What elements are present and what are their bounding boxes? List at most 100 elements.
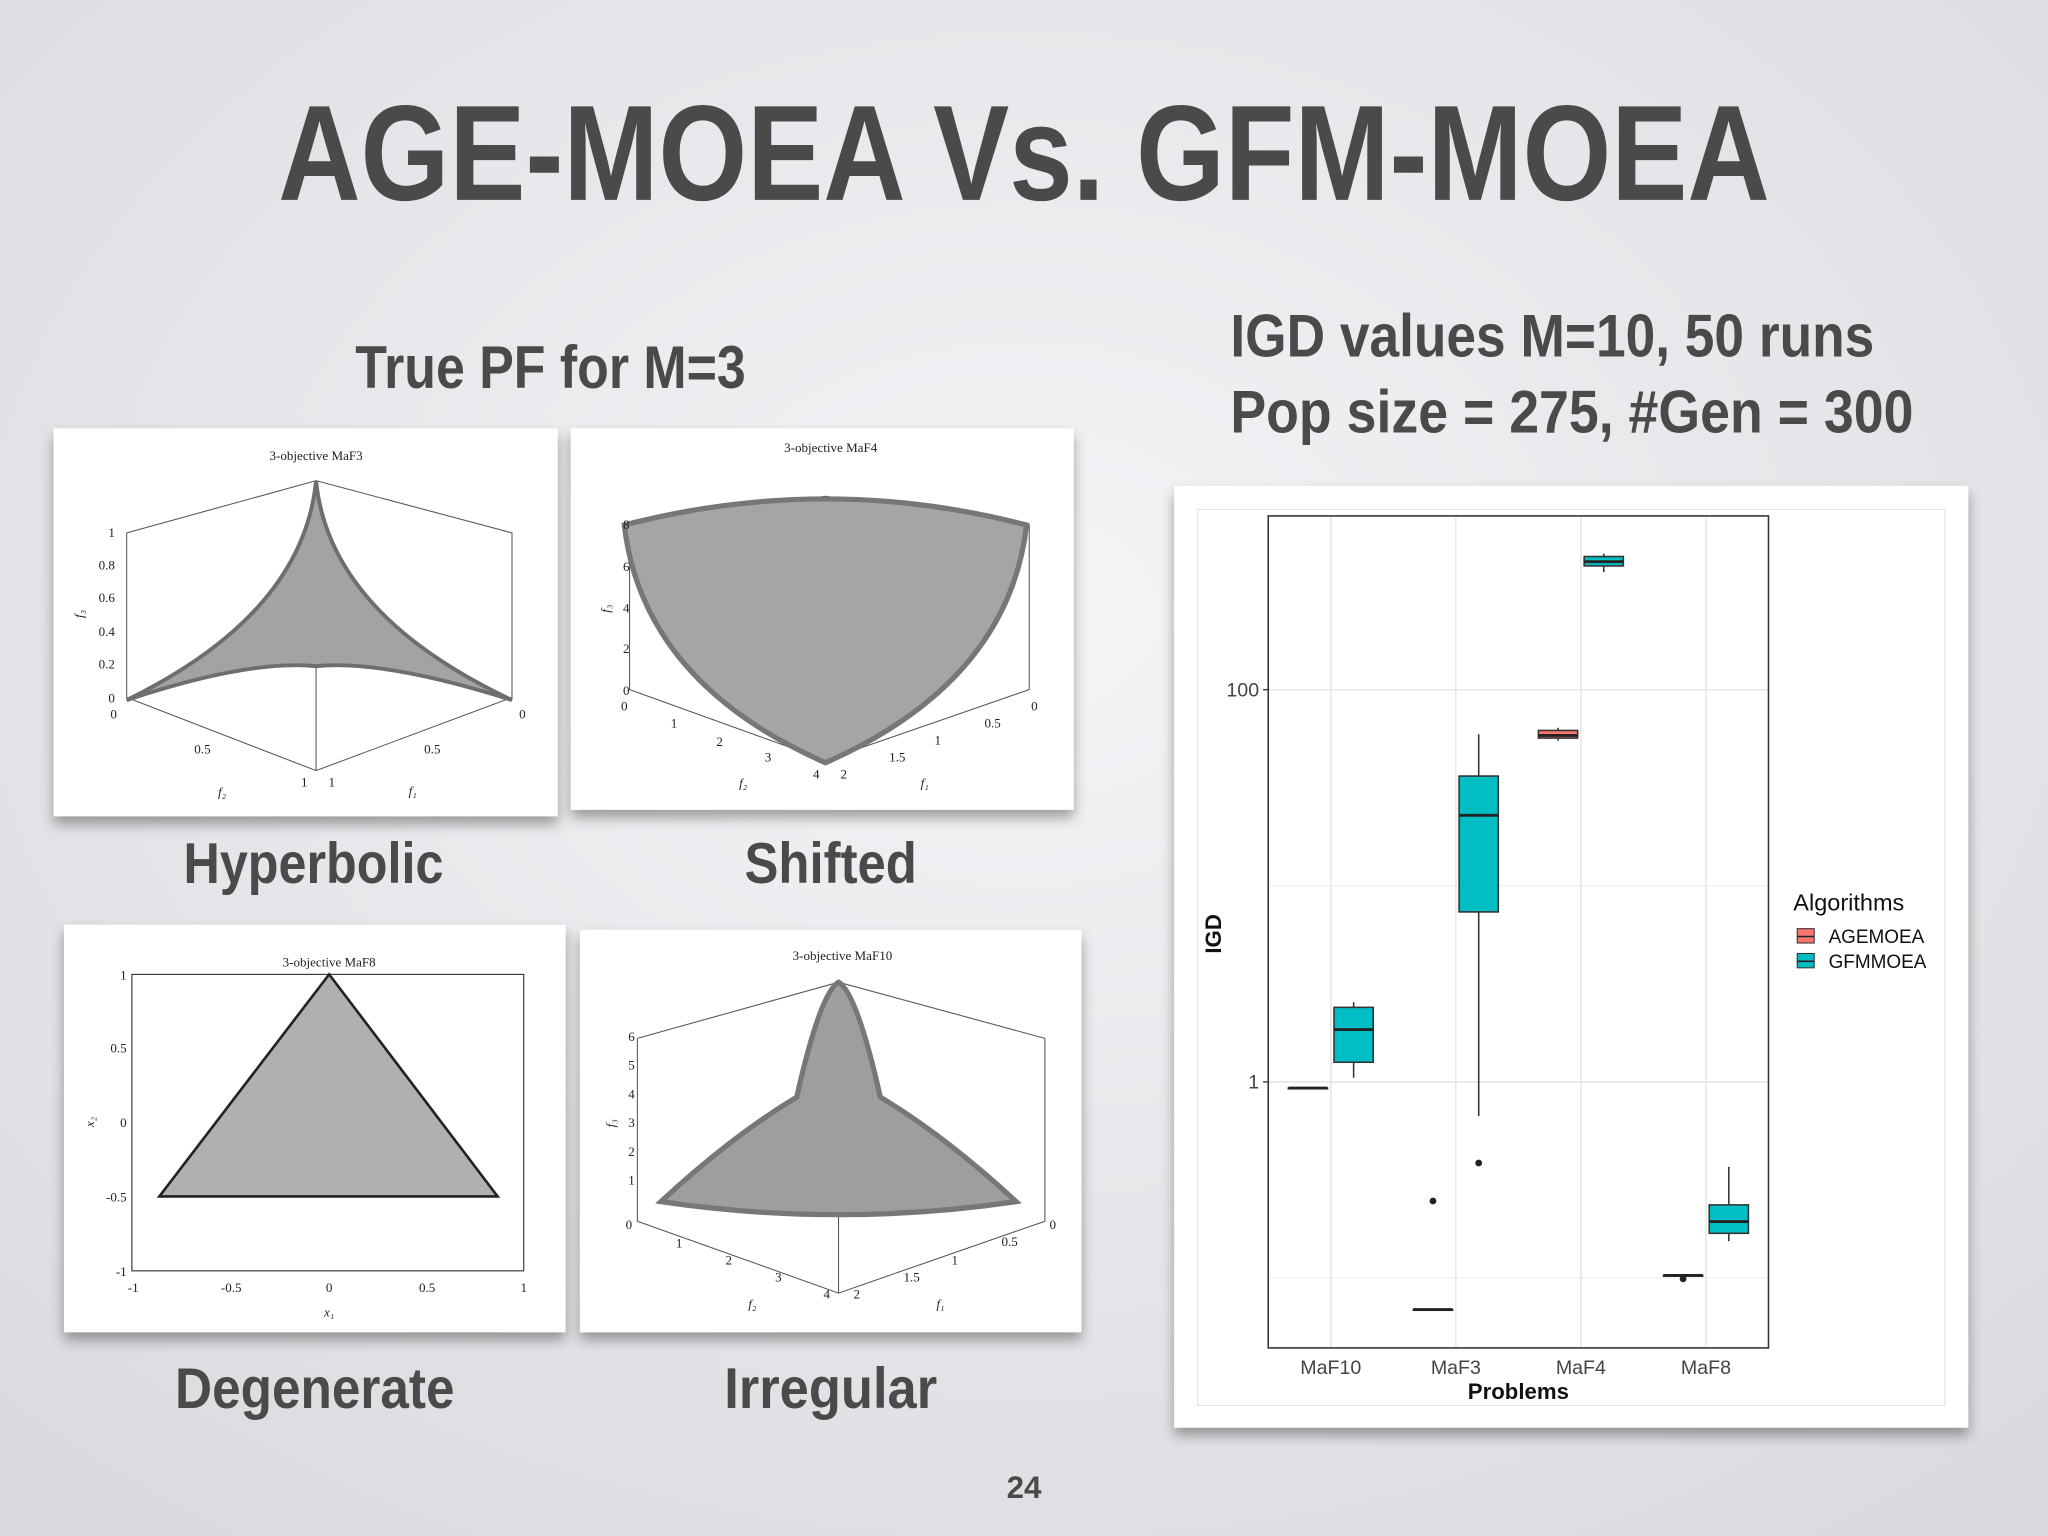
panel-title: 3-objective MaF10 [793,948,893,963]
x-tick-label: MaF4 [1556,1357,1606,1379]
box [1458,775,1500,913]
outlier [1429,1197,1437,1205]
axis-label: f₃ [603,1119,618,1127]
panel-caption: Irregular [724,1357,937,1421]
tick-label: 1 [108,525,115,540]
right-heading: IGD values M=10, 50 runs [1230,303,1874,370]
x-axis-label: Problems [1468,1379,1569,1404]
outlier [1679,1275,1687,1283]
tick-label: 1 [676,1235,683,1250]
tick-label: 0 [1031,699,1038,714]
tick-label: 0.8 [99,557,116,572]
tick-label: 8 [623,517,630,532]
axis-label: f₃ [72,610,87,618]
plot-border [1267,515,1770,1349]
axis-label: f₃ [598,605,613,613]
tick-label: 1 [628,1173,635,1188]
axis-label: f₁ [921,776,929,791]
tick-label: 1 [520,1280,527,1295]
axis-label: x₁ [323,1305,334,1320]
axis-label: f₂ [218,785,227,800]
tick-label: 0.5 [194,742,211,757]
tick-label: 6 [628,1029,635,1044]
tick-label: 0.5 [984,716,1001,731]
panel-caption: Hyperbolic [184,832,444,896]
card [1174,485,1969,1428]
tick-label: 0 [108,691,115,706]
tick-label: 2 [726,1252,733,1267]
y-tick-label: 100 [1226,679,1259,701]
x-tick-label: MaF3 [1431,1357,1481,1379]
tick-label: 3 [765,749,772,764]
chart-border [1197,508,1946,1407]
pareto-front [125,480,513,702]
tick-label: 1 [952,1252,959,1267]
tick-label: 1 [671,716,678,731]
tick-label: 1.5 [904,1269,921,1284]
panel-caption: Shifted [744,832,916,896]
legend-label: AGEMOEA [1829,927,1925,948]
axis-label: f₁ [936,1297,944,1312]
tick-label: 0.2 [99,657,115,672]
tick-label: 4 [813,766,820,781]
tick-label: 0.5 [419,1280,436,1295]
x-tick-label: MaF8 [1681,1357,1731,1379]
legend-label: GFMMOEA [1829,952,1927,973]
tick-label: 0 [621,699,628,714]
page-number: 24 [1007,1470,1042,1505]
axis-label: f₂ [748,1297,757,1312]
y-axis-label: IGD [1201,914,1226,953]
tick-label: 6 [623,559,630,574]
tick-label: -0.5 [221,1280,242,1295]
tick-label: -0.5 [106,1190,127,1205]
tick-label: 1 [935,732,942,747]
x-tick-label: MaF10 [1300,1357,1361,1379]
tick-label: 1.5 [889,749,906,764]
y-tick-label: 1 [1248,1071,1259,1093]
tick-label: 0 [626,1217,633,1232]
tick-label: 0.4 [99,624,116,639]
tick-label: 2 [854,1286,861,1301]
tick-label: 1 [120,968,127,983]
tick-label: 3 [775,1269,782,1284]
panel-title: 3-objective MaF3 [270,448,364,463]
pareto-front [156,972,501,1198]
tick-label: 0.6 [99,590,116,605]
box [1708,1204,1750,1235]
tick-label: -1 [116,1264,127,1279]
outlier [1475,1159,1483,1167]
tick-label: 3 [628,1115,635,1130]
tick-label: 1 [328,774,335,789]
tick-label: 2 [623,641,630,656]
box [1333,1006,1375,1064]
tick-label: 0.5 [1001,1234,1018,1249]
tick-label: 1 [301,774,308,789]
tick-label: 0 [1049,1217,1056,1232]
tick-label: 4 [824,1286,831,1301]
right-heading: Pop size = 275, #Gen = 300 [1230,378,1913,445]
pareto-front [621,496,1030,766]
tick-label: 2 [628,1144,635,1159]
pareto-front [655,979,1022,1218]
tick-label: 5 [628,1058,635,1073]
tick-label: 0 [120,1115,127,1130]
slide-title: AGE-MOEA Vs. GFM-MOEA [278,77,1770,229]
panel-title: 3-objective MaF4 [784,440,878,455]
tick-label: 0 [326,1280,333,1295]
axis-label: x₂ [82,1116,97,1128]
tick-label: 0 [519,706,526,721]
tick-label: 0.5 [110,1041,127,1056]
tick-label: 4 [628,1086,635,1101]
legend-title: Algorithms [1793,889,1904,915]
panel-title: 3-objective MaF8 [283,955,377,970]
axis-label: f₂ [739,776,748,791]
tick-label: 4 [623,601,630,616]
tick-label: 2 [840,766,847,781]
axis-label: f₁ [409,783,417,798]
tick-label: 0.5 [424,742,441,757]
panel-caption: Degenerate [175,1357,455,1421]
tick-label: 0 [623,683,630,698]
tick-label: -1 [128,1280,139,1295]
left-heading: True PF for M=3 [355,334,746,401]
